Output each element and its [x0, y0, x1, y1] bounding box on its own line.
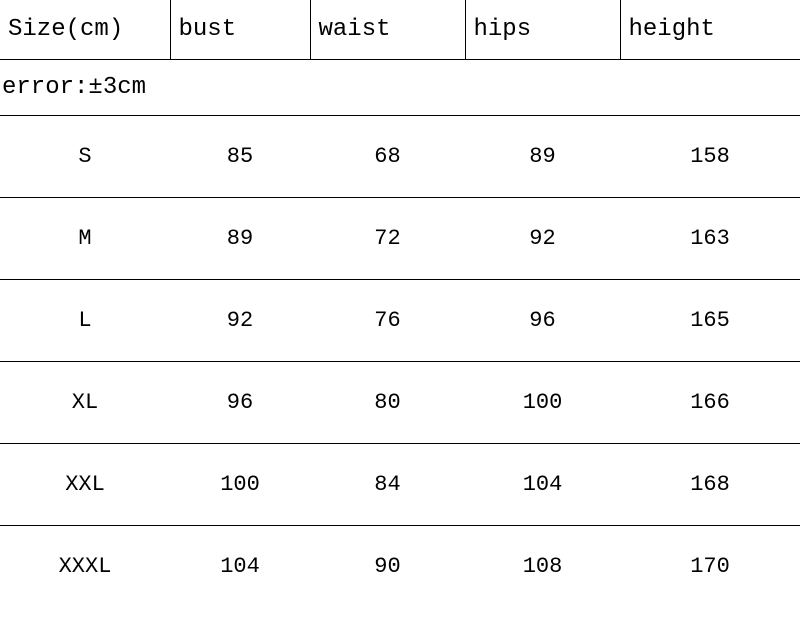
cell-bust: 85 — [170, 116, 310, 198]
cell-bust: 104 — [170, 526, 310, 608]
table-row: S 85 68 89 158 — [0, 116, 800, 198]
cell-height: 170 — [620, 526, 800, 608]
size-chart-table: Size(cm) bust waist hips height error:±3… — [0, 0, 800, 607]
cell-waist: 84 — [310, 444, 465, 526]
cell-bust: 89 — [170, 198, 310, 280]
cell-height: 166 — [620, 362, 800, 444]
table-row: XXXL 104 90 108 170 — [0, 526, 800, 608]
error-note: error:±3cm — [0, 60, 800, 116]
cell-hips: 108 — [465, 526, 620, 608]
col-header-size: Size(cm) — [0, 0, 170, 60]
cell-height: 168 — [620, 444, 800, 526]
cell-height: 158 — [620, 116, 800, 198]
cell-height: 165 — [620, 280, 800, 362]
cell-size: L — [0, 280, 170, 362]
cell-size: XL — [0, 362, 170, 444]
table-row: XXL 100 84 104 168 — [0, 444, 800, 526]
col-header-height: height — [620, 0, 800, 60]
cell-waist: 68 — [310, 116, 465, 198]
cell-size: XXL — [0, 444, 170, 526]
cell-waist: 76 — [310, 280, 465, 362]
cell-hips: 100 — [465, 362, 620, 444]
cell-waist: 80 — [310, 362, 465, 444]
table-row: XL 96 80 100 166 — [0, 362, 800, 444]
col-header-waist: waist — [310, 0, 465, 60]
table-header-row: Size(cm) bust waist hips height — [0, 0, 800, 60]
cell-hips: 89 — [465, 116, 620, 198]
error-note-row: error:±3cm — [0, 60, 800, 116]
cell-hips: 96 — [465, 280, 620, 362]
cell-size: M — [0, 198, 170, 280]
cell-bust: 100 — [170, 444, 310, 526]
cell-height: 163 — [620, 198, 800, 280]
cell-size: S — [0, 116, 170, 198]
cell-waist: 90 — [310, 526, 465, 608]
cell-hips: 92 — [465, 198, 620, 280]
col-header-hips: hips — [465, 0, 620, 60]
table-row: L 92 76 96 165 — [0, 280, 800, 362]
cell-size: XXXL — [0, 526, 170, 608]
cell-bust: 96 — [170, 362, 310, 444]
cell-bust: 92 — [170, 280, 310, 362]
table-row: M 89 72 92 163 — [0, 198, 800, 280]
cell-waist: 72 — [310, 198, 465, 280]
cell-hips: 104 — [465, 444, 620, 526]
col-header-bust: bust — [170, 0, 310, 60]
